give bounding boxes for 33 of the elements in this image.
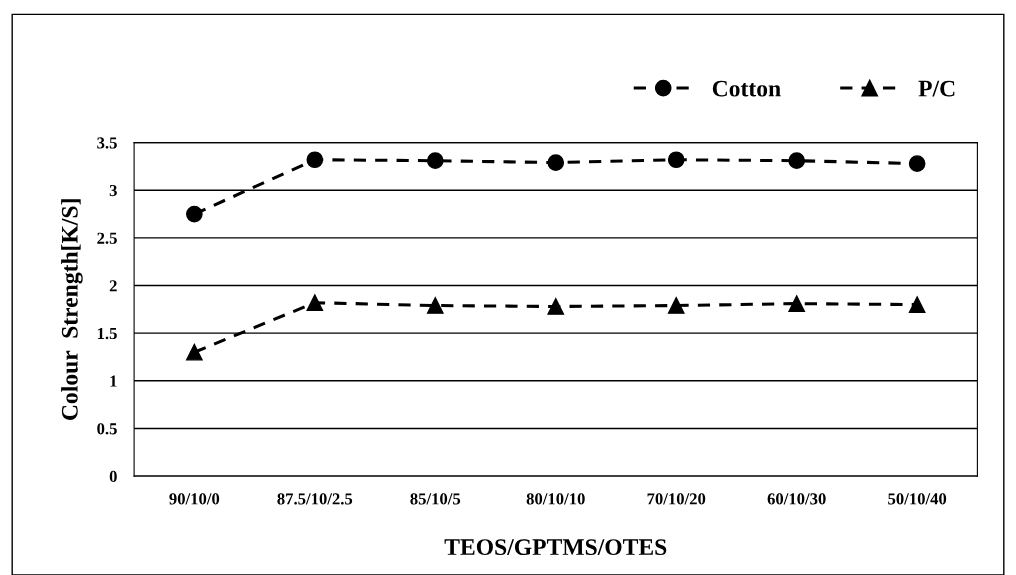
x-tick-label: 70/10/20 [647, 493, 706, 505]
point [186, 205, 203, 223]
point [426, 297, 444, 314]
point [306, 151, 324, 169]
x-tick-label: 85/10/5 [410, 493, 461, 505]
point [547, 298, 565, 315]
point [788, 152, 806, 170]
x-tick-label: 50/10/40 [888, 493, 947, 505]
y-axis-title: Colour Strength[K/S] [61, 199, 83, 420]
legend-label: Cotton [712, 80, 781, 97]
point [667, 297, 685, 314]
point [788, 295, 806, 312]
y-tick-label: 3.5 [97, 137, 117, 149]
y-tick-label: 2.5 [97, 232, 117, 244]
x-tick-label: 80/10/10 [526, 493, 585, 505]
point [908, 155, 926, 172]
y-tick-label: 2 [109, 280, 117, 292]
y-tick-label: 1.5 [97, 327, 117, 340]
y-tick-label: 3 [109, 184, 117, 197]
point [186, 343, 203, 361]
y-tick-label: 1 [110, 375, 117, 387]
x-tick-label: 90/10/0 [169, 493, 220, 505]
point [547, 154, 565, 171]
y-tick-label: 0.5 [97, 423, 117, 435]
y-tick-label: 0 [109, 470, 117, 483]
legend-label: P/C [918, 80, 955, 97]
x-tick-label: 60/10/30 [767, 493, 826, 505]
point [667, 151, 685, 169]
x-axis-title: TEOS/GPTMS/OTES [444, 539, 667, 556]
x-tick-label: 87.5/10/2.5 [277, 493, 353, 505]
point [908, 296, 926, 313]
point [306, 294, 324, 312]
point [426, 152, 444, 170]
